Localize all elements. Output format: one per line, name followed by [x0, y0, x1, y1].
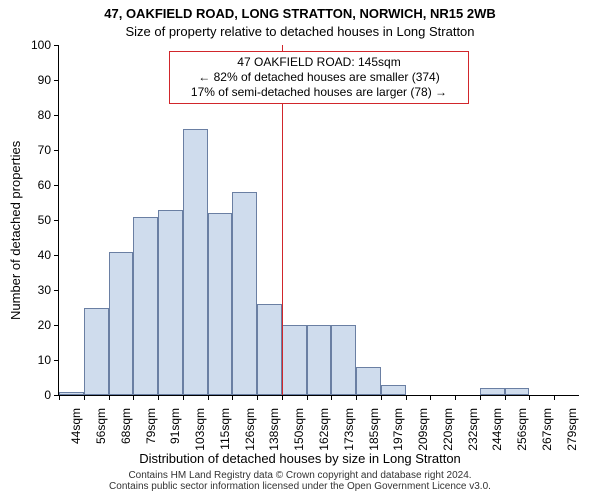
- x-tick-label: 185sqm: [367, 408, 381, 451]
- histogram-bar: [331, 325, 356, 395]
- x-tick-label: 68sqm: [119, 408, 133, 444]
- x-tick: [480, 395, 481, 400]
- chart-subtitle: Size of property relative to detached ho…: [0, 24, 600, 39]
- histogram-plot-area: 0102030405060708090100 44sqm56sqm68sqm79…: [58, 45, 579, 396]
- y-tick: [54, 185, 59, 186]
- x-tick: [430, 395, 431, 400]
- histogram-bar: [59, 392, 84, 396]
- y-tick-label: 20: [38, 318, 51, 332]
- x-tick-label: 173sqm: [342, 408, 356, 451]
- x-tick: [331, 395, 332, 400]
- x-tick: [406, 395, 407, 400]
- y-tick: [54, 115, 59, 116]
- x-tick: [59, 395, 60, 400]
- x-tick: [158, 395, 159, 400]
- annotation-line2: ← 82% of detached houses are smaller (37…: [176, 70, 462, 85]
- y-tick-label: 0: [44, 388, 51, 402]
- x-tick: [356, 395, 357, 400]
- x-tick: [282, 395, 283, 400]
- x-tick: [183, 395, 184, 400]
- x-tick: [529, 395, 530, 400]
- x-tick-label: 138sqm: [267, 408, 281, 451]
- histogram-bar: [356, 367, 381, 395]
- y-tick-label: 100: [31, 38, 51, 52]
- x-tick-label: 44sqm: [69, 408, 83, 444]
- histogram-bar: [133, 217, 158, 396]
- chart-title-address: 47, OAKFIELD ROAD, LONG STRATTON, NORWIC…: [0, 6, 600, 21]
- y-tick-label: 60: [38, 178, 51, 192]
- histogram-bar: [158, 210, 183, 396]
- histogram-bar: [208, 213, 233, 395]
- y-tick: [54, 255, 59, 256]
- annotation-box: 47 OAKFIELD ROAD: 145sqm ← 82% of detach…: [169, 51, 469, 104]
- histogram-bar: [480, 388, 505, 395]
- y-tick-label: 30: [38, 283, 51, 297]
- x-tick-label: 162sqm: [317, 408, 331, 451]
- y-tick: [54, 45, 59, 46]
- x-tick: [232, 395, 233, 400]
- y-tick: [54, 290, 59, 291]
- x-tick-label: 279sqm: [565, 408, 579, 451]
- x-tick-label: 267sqm: [540, 408, 554, 451]
- x-tick-label: 79sqm: [144, 408, 158, 444]
- y-tick: [54, 80, 59, 81]
- footnote-line1: Contains HM Land Registry data © Crown c…: [0, 470, 600, 481]
- x-tick: [208, 395, 209, 400]
- histogram-bar: [109, 252, 134, 396]
- histogram-bar: [232, 192, 257, 395]
- x-tick: [84, 395, 85, 400]
- histogram-bar: [84, 308, 109, 396]
- x-tick-label: 91sqm: [168, 408, 182, 444]
- x-tick-label: 126sqm: [243, 408, 257, 451]
- y-tick-label: 90: [38, 73, 51, 87]
- y-tick: [54, 150, 59, 151]
- footnote: Contains HM Land Registry data © Crown c…: [0, 470, 600, 492]
- x-tick-label: 115sqm: [218, 408, 232, 450]
- x-tick-label: 209sqm: [416, 408, 430, 451]
- x-tick: [554, 395, 555, 400]
- x-tick-label: 256sqm: [515, 408, 529, 451]
- y-tick-label: 40: [38, 248, 51, 262]
- x-tick: [133, 395, 134, 400]
- x-tick-label: 56sqm: [94, 408, 108, 444]
- y-tick: [54, 220, 59, 221]
- y-tick: [54, 360, 59, 361]
- x-tick: [455, 395, 456, 400]
- x-tick: [505, 395, 506, 400]
- x-tick-label: 220sqm: [441, 408, 455, 451]
- y-tick-label: 70: [38, 143, 51, 157]
- y-tick-label: 10: [38, 353, 51, 367]
- x-tick-label: 232sqm: [466, 408, 480, 451]
- x-tick: [109, 395, 110, 400]
- x-tick-label: 197sqm: [391, 408, 405, 451]
- x-tick: [381, 395, 382, 400]
- y-tick-label: 50: [38, 213, 51, 227]
- x-tick-label: 103sqm: [193, 408, 207, 451]
- x-tick: [257, 395, 258, 400]
- annotation-line3: 17% of semi-detached houses are larger (…: [176, 85, 462, 100]
- x-tick-label: 150sqm: [292, 408, 306, 451]
- histogram-bar: [505, 388, 530, 395]
- x-axis-label: Distribution of detached houses by size …: [0, 451, 600, 466]
- x-tick-label: 244sqm: [490, 408, 504, 451]
- y-tick: [54, 325, 59, 326]
- histogram-bar: [183, 129, 208, 395]
- x-tick: [307, 395, 308, 400]
- annotation-line1: 47 OAKFIELD ROAD: 145sqm: [176, 55, 462, 70]
- histogram-bar: [257, 304, 282, 395]
- histogram-bar: [381, 385, 406, 396]
- y-axis-label: Number of detached properties: [8, 141, 23, 320]
- histogram-bar: [307, 325, 332, 395]
- histogram-bar: [282, 325, 307, 395]
- footnote-line2: Contains public sector information licen…: [0, 481, 600, 492]
- y-tick-label: 80: [38, 108, 51, 122]
